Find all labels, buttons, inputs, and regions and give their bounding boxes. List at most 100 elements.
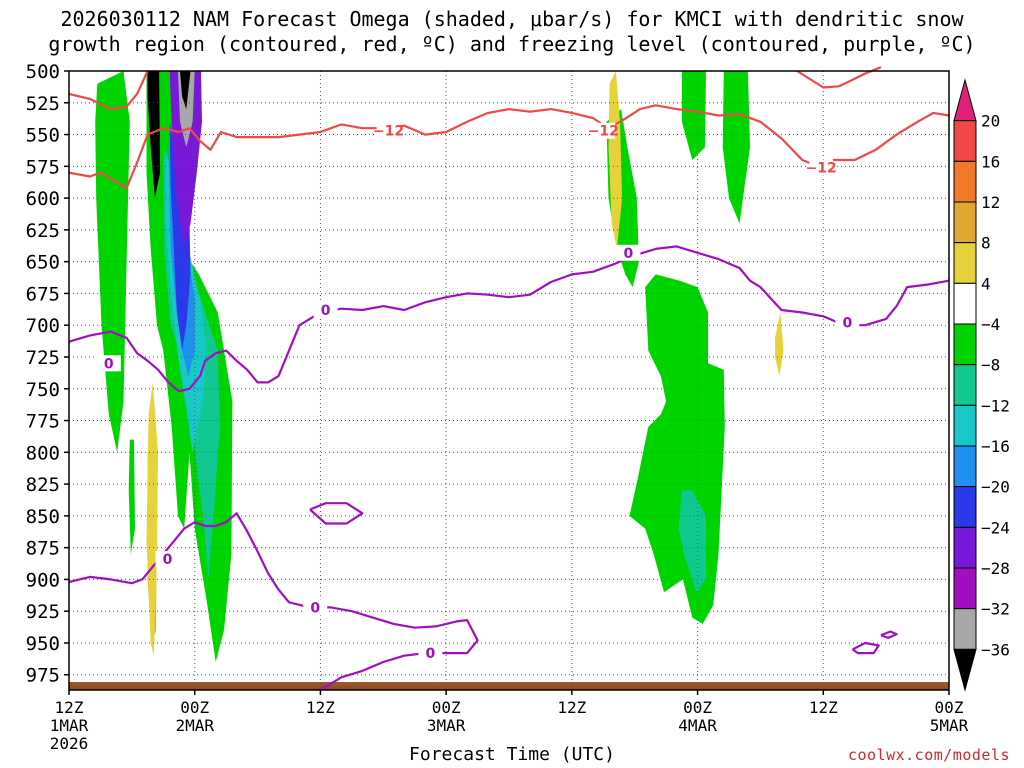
contour-label-bg-0 bbox=[376, 122, 401, 139]
colorbar-label-8: −16 bbox=[981, 437, 1010, 456]
x-tick-label-0-1: 1MAR bbox=[50, 716, 89, 735]
x-tick-label-48-0: 12Z bbox=[557, 698, 586, 717]
y-tick-label-800: 800 bbox=[26, 442, 60, 464]
contour-label-bg-3 bbox=[96, 355, 121, 372]
colorbar-label-6: −8 bbox=[981, 356, 1000, 375]
contour-5 bbox=[309, 502, 364, 525]
y-tick-label-700: 700 bbox=[26, 315, 60, 337]
y-tick-label-650: 650 bbox=[26, 252, 60, 274]
omega-region-14 bbox=[681, 71, 706, 160]
omega-region-19 bbox=[775, 312, 784, 377]
y-tick-label-525: 525 bbox=[26, 93, 60, 115]
omega-region-18 bbox=[608, 71, 623, 249]
x-tick-label-12-1: 2MAR bbox=[175, 716, 214, 735]
colorbar-band-12 bbox=[953, 567, 977, 610]
chart-title-line-1: 2026030112 NAM Forecast Omega (shaded, μ… bbox=[60, 7, 964, 31]
colorbar-label-9: −20 bbox=[981, 478, 1010, 497]
y-tick-label-950: 950 bbox=[26, 633, 60, 655]
colorbar-label-2: 12 bbox=[981, 193, 1000, 212]
contour-label-2: −12 bbox=[806, 161, 837, 177]
contour-6 bbox=[851, 641, 880, 655]
colorbar: 20 16 12 8 4 −4 −8 −12 −16 −20 −24 −28 −32 −36 bbox=[953, 78, 1010, 692]
y-tick-label-875: 875 bbox=[26, 538, 60, 560]
colorbar-label-10: −24 bbox=[981, 518, 1010, 537]
y-tick-label-600: 600 bbox=[26, 188, 60, 210]
chart-title-line-2: growth region (contoured, red, ºC) and f… bbox=[48, 32, 976, 56]
plot-frame bbox=[68, 70, 950, 691]
x-tick-label-84-1: 5MAR bbox=[930, 716, 969, 735]
x-tick-label-60-1: 4MAR bbox=[678, 716, 717, 735]
colorbar-band-13 bbox=[953, 608, 977, 650]
ground-strip bbox=[69, 682, 949, 690]
colorbar-label-3: 8 bbox=[981, 234, 991, 253]
contour-label-0: −12 bbox=[373, 124, 404, 140]
y-tick-label-550: 550 bbox=[26, 125, 60, 147]
contour-7 bbox=[880, 630, 898, 639]
omega-region-10 bbox=[128, 439, 135, 554]
contour-label-bg-1 bbox=[591, 122, 616, 139]
colorbar-band-5 bbox=[953, 282, 977, 325]
colorbar-band-8 bbox=[953, 404, 977, 447]
colorbar-band-7 bbox=[953, 364, 977, 406]
y-axis-pressure: 500 525 550 575 600 625 650 675 700 725 750 775 800 8… bbox=[26, 61, 69, 687]
colorbar-label-11: −28 bbox=[981, 559, 1010, 578]
colorbar-label-1: 16 bbox=[981, 152, 1000, 171]
x-tick-label-60-0: 00Z bbox=[683, 698, 712, 717]
ground-terrain bbox=[69, 682, 949, 690]
x-tick-label-12-0: 00Z bbox=[180, 698, 209, 717]
omega-region-8 bbox=[180, 71, 191, 110]
plot-border bbox=[68, 70, 950, 691]
colorbar-band-6 bbox=[953, 323, 977, 366]
contour-label-bg-4 bbox=[313, 301, 338, 318]
contour-label-3: 0 bbox=[104, 356, 114, 372]
y-tick-label-500: 500 bbox=[26, 61, 60, 83]
omega-region-6 bbox=[169, 71, 202, 249]
contour-label-6: 0 bbox=[843, 316, 853, 332]
contour-label-bg-7 bbox=[155, 551, 180, 568]
colorbar-band-11 bbox=[953, 526, 977, 569]
y-tick-label-575: 575 bbox=[26, 156, 60, 178]
colorbar-band-3 bbox=[953, 201, 977, 244]
colorbar-band-9 bbox=[953, 445, 977, 488]
contour-3 bbox=[68, 245, 950, 393]
contour-label-5: 0 bbox=[624, 246, 634, 262]
colorbar-band-2 bbox=[953, 160, 977, 203]
y-tick-label-725: 725 bbox=[26, 347, 60, 369]
y-tick-label-850: 850 bbox=[26, 506, 60, 528]
x-tick-label-0-0: 12Z bbox=[55, 698, 84, 717]
contour-2 bbox=[796, 66, 882, 89]
y-tick-label-925: 925 bbox=[26, 601, 60, 623]
colorbar-label-7: −12 bbox=[981, 396, 1010, 415]
x-tick-label-36-1: 3MAR bbox=[427, 716, 466, 735]
contour-1 bbox=[68, 70, 149, 111]
x-tick-label-72-0: 12Z bbox=[809, 698, 838, 717]
colorbar-label-5: −4 bbox=[981, 315, 1000, 334]
temperature-contours: −12 −12 −12 0 0 0 0 0 0 0 bbox=[68, 66, 950, 691]
contour-label-9: 0 bbox=[426, 646, 436, 662]
colorbar-band-0 bbox=[953, 78, 977, 122]
contour-label-7: 0 bbox=[163, 552, 173, 568]
x-tick-label-36-0: 00Z bbox=[432, 698, 461, 717]
x-tick-label-84-0: 00Z bbox=[935, 698, 964, 717]
contour-label-bg-2 bbox=[809, 159, 834, 176]
site-credit[interactable]: coolwx.com/models bbox=[847, 746, 1010, 764]
x-tick-label-24-0: 12Z bbox=[306, 698, 335, 717]
omega-region-12 bbox=[146, 382, 158, 656]
contour-label-4: 0 bbox=[321, 303, 331, 319]
x-tick-label-0-2: 2026 bbox=[50, 734, 89, 753]
omega-region-15 bbox=[722, 71, 750, 224]
colorbar-label-13: −36 bbox=[981, 640, 1010, 659]
contour-label-bg-8 bbox=[303, 599, 328, 616]
colorbar-label-0: 20 bbox=[981, 112, 1000, 131]
colorbar-label-4: 4 bbox=[981, 274, 991, 293]
contour-label-bg-6 bbox=[835, 314, 860, 331]
contour-label-bg-5 bbox=[616, 244, 641, 261]
colorbar-band-14 bbox=[953, 648, 977, 692]
y-tick-label-975: 975 bbox=[26, 665, 60, 687]
y-tick-label-825: 825 bbox=[26, 474, 60, 496]
x-axis-label: Forecast Time (UTC) bbox=[409, 744, 615, 765]
contour-label-bg-9 bbox=[418, 645, 443, 662]
y-tick-label-900: 900 bbox=[26, 569, 60, 591]
contour-label-8: 0 bbox=[310, 600, 320, 616]
